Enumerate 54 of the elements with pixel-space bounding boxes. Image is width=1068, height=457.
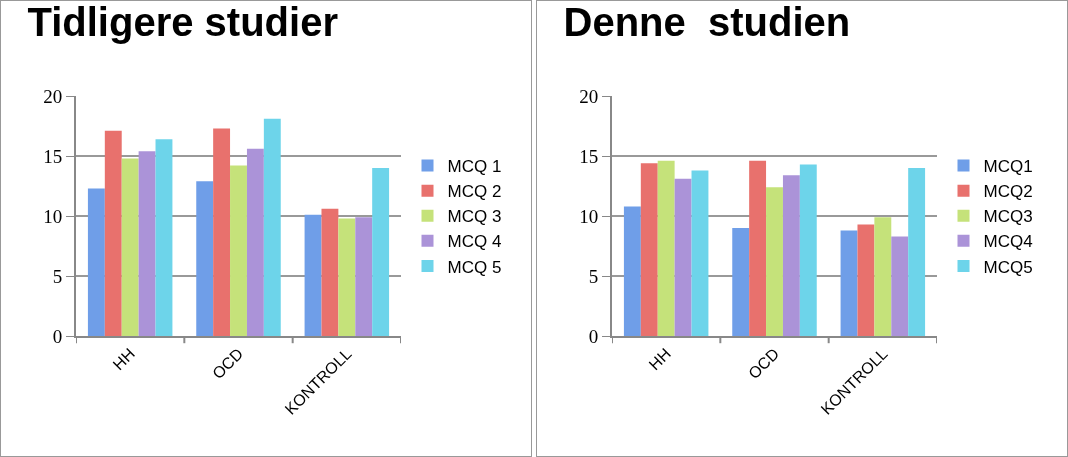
legend-label: MCQ4: [983, 232, 1033, 252]
bar: [87, 188, 105, 336]
chart-title: Denne studien: [563, 0, 851, 44]
bar: [246, 148, 264, 336]
bar: [263, 118, 281, 336]
bar: [840, 230, 858, 336]
bar: [857, 224, 875, 336]
bar: [674, 178, 692, 336]
bar: [623, 206, 641, 336]
bar: [338, 218, 356, 336]
bar: [121, 158, 139, 336]
bar: [104, 130, 122, 336]
y-tick-label: 0: [588, 325, 599, 347]
y-tick-label: 15: [579, 145, 599, 167]
legend-label: MCQ2: [983, 182, 1033, 202]
bar: [799, 164, 817, 336]
legend-label: MCQ 4: [447, 232, 502, 252]
bar: [782, 175, 800, 336]
bar: [213, 128, 231, 336]
y-tick-label: 5: [588, 265, 599, 287]
legend-label: MCQ1: [983, 157, 1033, 177]
bar: [657, 160, 675, 336]
bar: [304, 214, 322, 336]
y-tick-label: 20: [579, 85, 599, 107]
legend-label: MCQ 1: [447, 157, 502, 177]
bar: [691, 170, 709, 336]
bar: [749, 160, 767, 336]
bar: [372, 168, 390, 336]
y-tick-label: 10: [43, 205, 63, 227]
legend-label: MCQ3: [983, 207, 1033, 227]
bar: [640, 163, 658, 336]
bar: [891, 236, 909, 336]
y-tick-label: 0: [52, 325, 63, 347]
y-tick-label: 10: [579, 205, 599, 227]
bar: [196, 181, 214, 336]
bar: [732, 228, 750, 336]
bar: [874, 217, 892, 336]
legend-label: MCQ 2: [447, 182, 502, 202]
legend-label: MCQ 5: [447, 257, 502, 277]
bar: [138, 151, 156, 336]
legend-label: MCQ 3: [447, 207, 502, 227]
x-tick-label: HH: [645, 344, 674, 374]
bar: [908, 168, 926, 336]
chart-title: Tidligere studier: [27, 0, 338, 44]
bar: [321, 208, 339, 336]
x-tick-label: HH: [109, 344, 138, 374]
legend-label: MCQ5: [983, 257, 1033, 277]
y-tick-label: 20: [43, 85, 63, 107]
bar: [155, 139, 173, 336]
y-tick-label: 15: [43, 145, 63, 167]
bar: [230, 165, 247, 336]
y-tick-label: 5: [52, 265, 63, 287]
bar: [355, 217, 373, 336]
bar: [766, 187, 783, 336]
